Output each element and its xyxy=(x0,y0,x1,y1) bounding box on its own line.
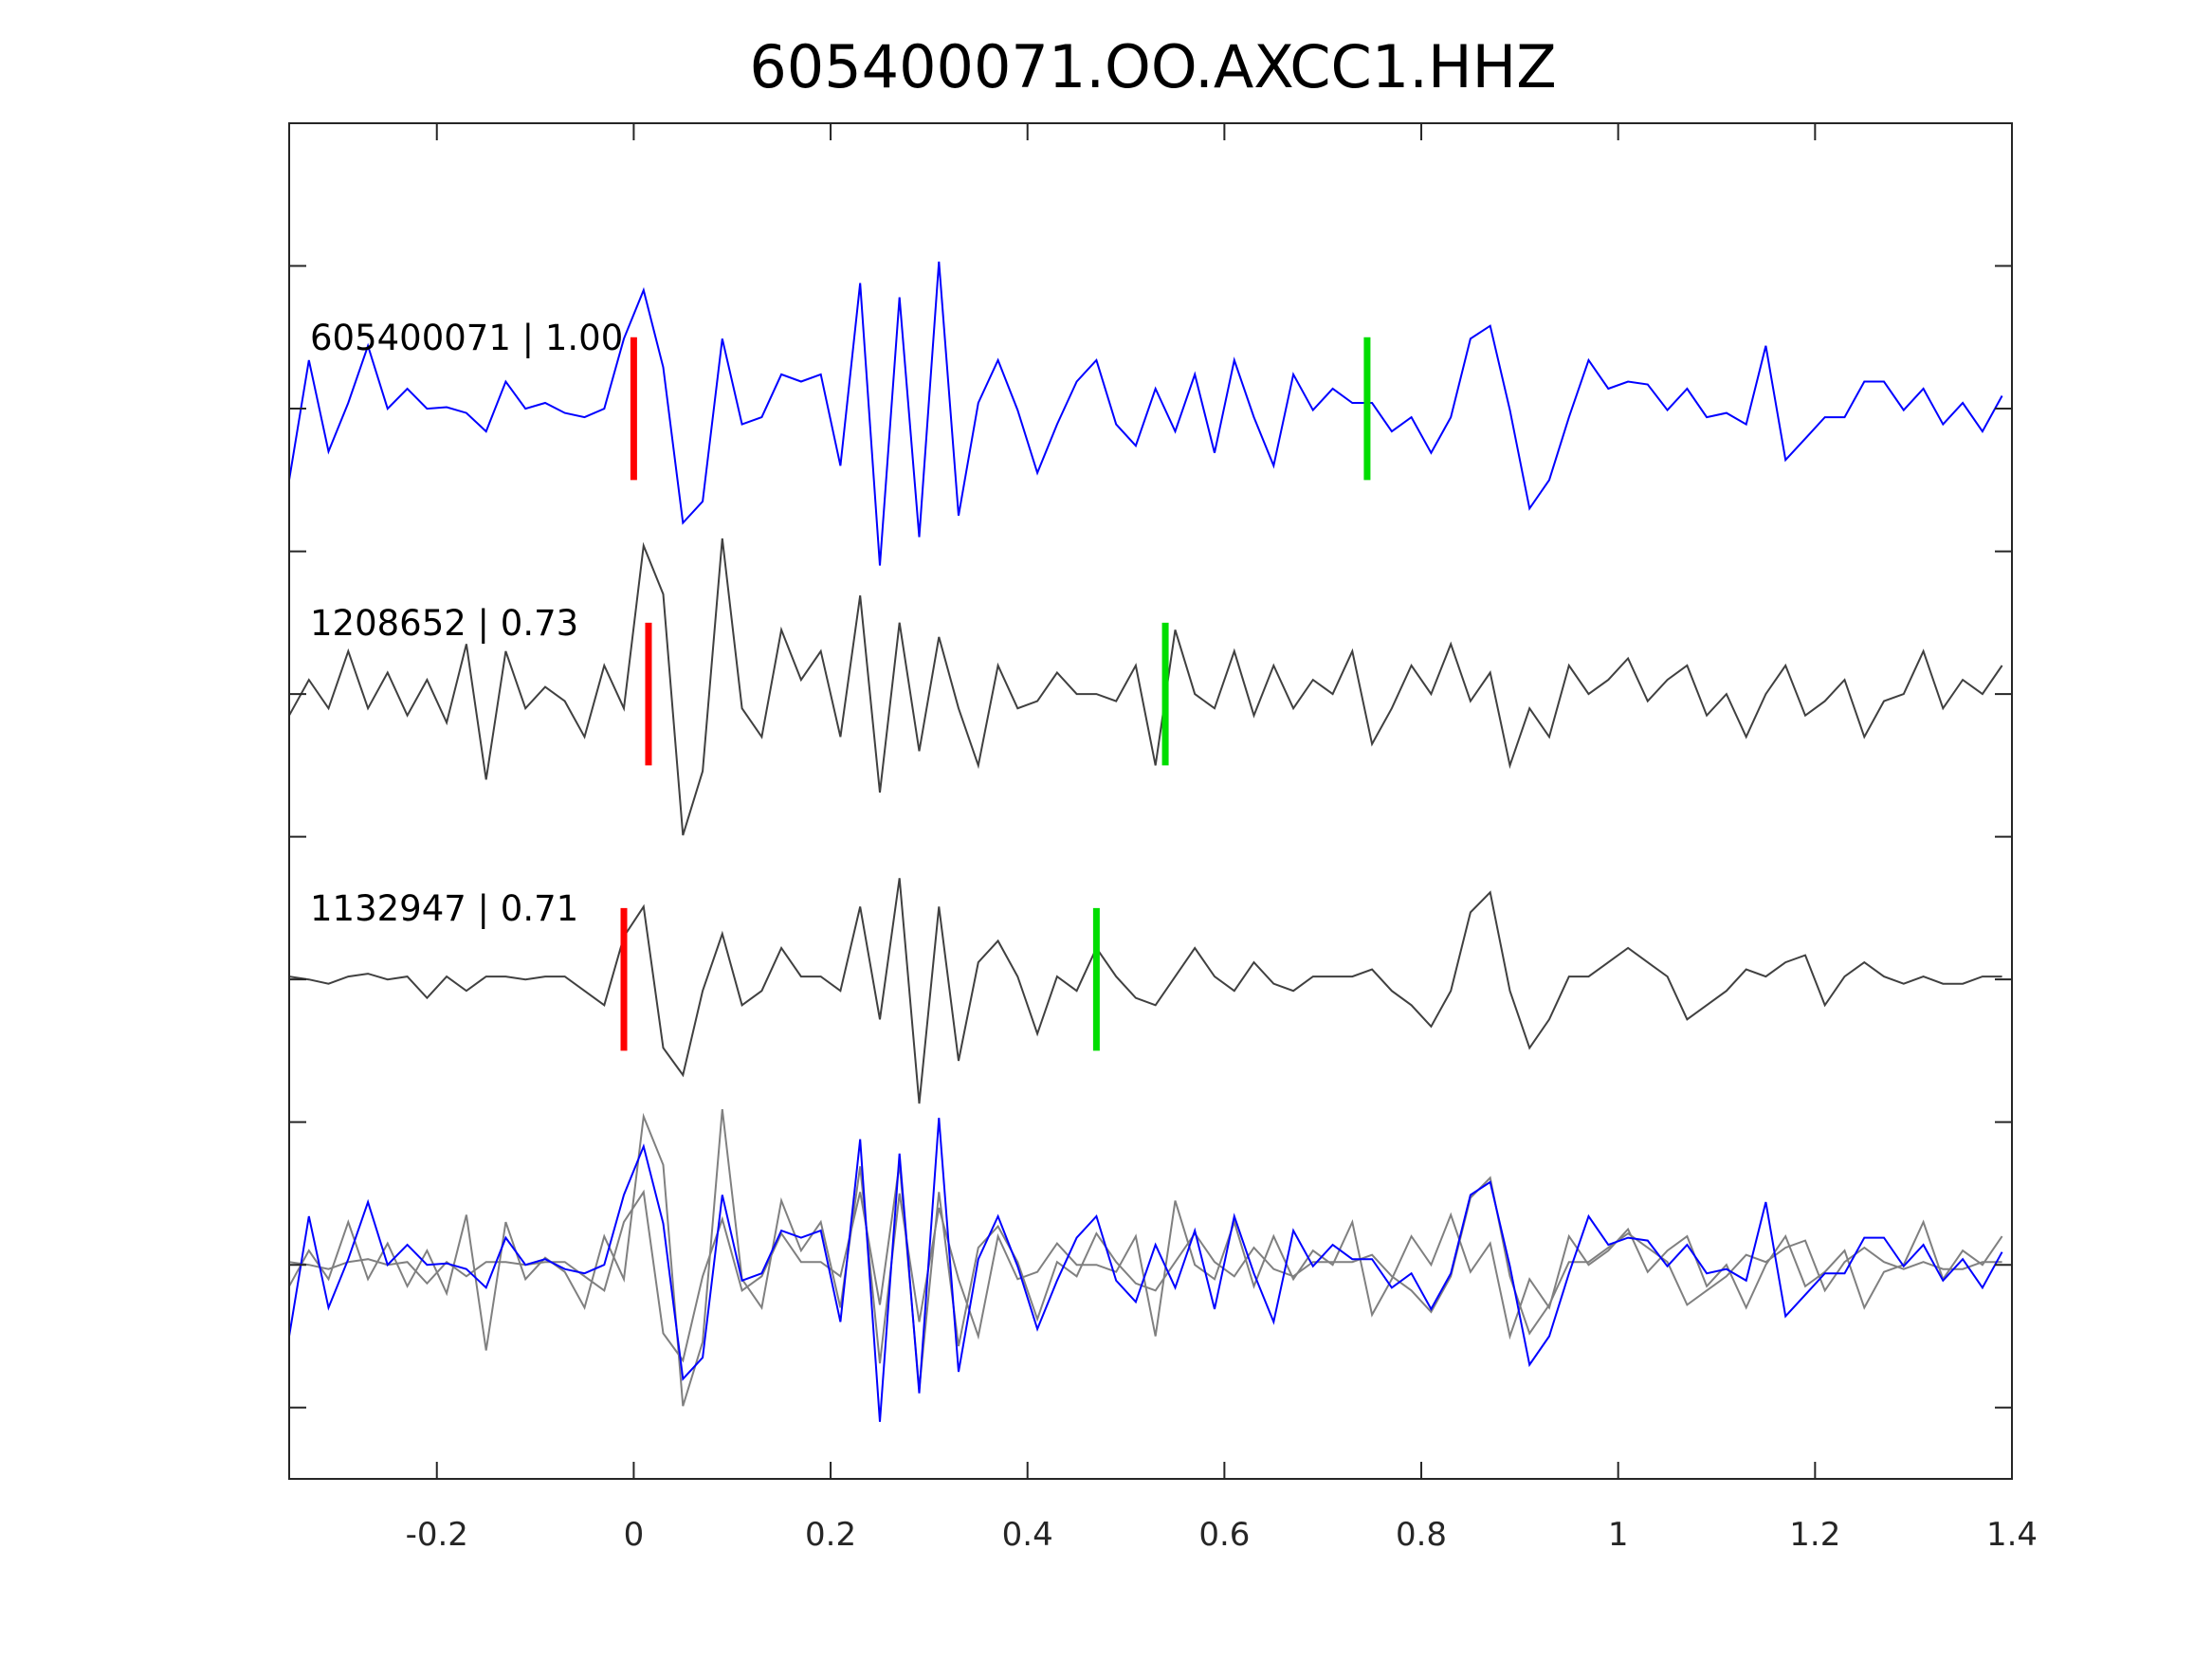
x-tick-label: 0.8 xyxy=(1396,1516,1447,1554)
traces-layer xyxy=(288,261,2003,1422)
chart-title: 605400071.OO.AXCC1.HHZ xyxy=(749,32,1556,101)
trace-1208652 xyxy=(288,538,2003,836)
picks-layer xyxy=(620,337,1371,1051)
x-tick-label: -0.2 xyxy=(406,1516,468,1554)
x-tick-label: 0.4 xyxy=(1002,1516,1053,1554)
trace-1132947 xyxy=(288,878,2002,1104)
x-tick-label: 0.2 xyxy=(805,1516,856,1554)
x-tick-label: 1 xyxy=(1608,1516,1629,1554)
x-tick-label: 0 xyxy=(624,1516,645,1554)
x-tick-label: 0.6 xyxy=(1198,1516,1250,1554)
trace-605400071 xyxy=(288,261,2003,566)
x-tick-label: 1.2 xyxy=(1789,1516,1840,1554)
trace-label-1132947: 1132947 | 0.71 xyxy=(310,888,578,929)
x-tick-label: 1.4 xyxy=(1986,1516,2038,1554)
trace-label-1208652: 1208652 | 0.73 xyxy=(310,603,578,644)
trace-label-605400071: 605400071 | 1.00 xyxy=(310,318,623,358)
ticks-layer: -0.2 0 0.2 0.4 0.6 0.8 1 1.2 1.4 xyxy=(289,123,2038,1554)
stack-trace-1132947 xyxy=(288,1163,2002,1390)
trace-labels-layer: 605400071 | 1.00 1208652 | 0.73 1132947 | … xyxy=(310,318,623,929)
axes-frame xyxy=(288,122,2013,1480)
stack-trace-605400071 xyxy=(288,1118,2003,1422)
